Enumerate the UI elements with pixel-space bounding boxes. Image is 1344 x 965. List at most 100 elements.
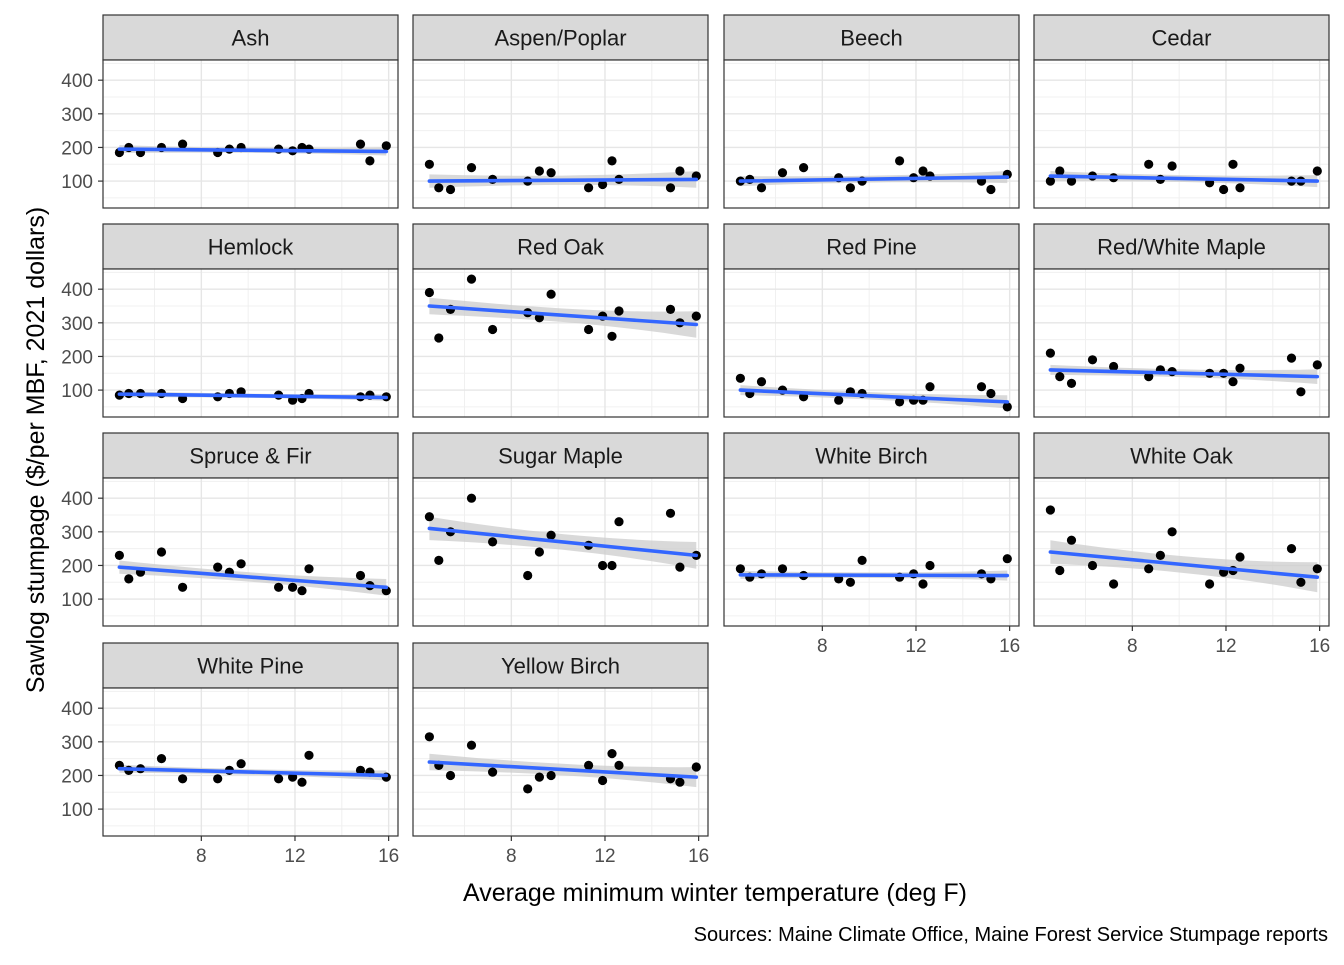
y-tick-label: 400 [61,489,93,510]
facet-strip [723,14,1020,61]
panel-white-oak: White Oak 8 12 16 [1033,432,1330,657]
facet-strip [102,14,399,61]
facet-strip [1033,432,1330,479]
y-tick-label: 300 [61,314,93,335]
facet-strip [412,223,709,270]
panel-border [1033,477,1330,627]
data-point [857,555,867,566]
panel-border [412,687,709,837]
data-point [1066,535,1077,545]
data-point [1296,387,1306,397]
data-point [424,732,434,742]
data-point [691,762,701,772]
data-point [178,582,188,592]
facet-label: Red Pine [826,235,917,260]
panel-background [103,60,398,208]
data-point [114,550,124,561]
data-point [799,163,809,173]
data-point [523,570,533,581]
data-point [236,759,246,769]
data-point [584,760,594,771]
data-point [1312,166,1322,176]
data-point [355,765,366,776]
data-point [1055,166,1065,176]
panel-background [103,688,398,836]
facet-label: Aspen/Poplar [494,26,626,51]
data-point [1144,159,1154,169]
facet-strip [102,642,399,689]
data-point [925,382,935,392]
panel-background [103,478,398,626]
panel-red-white-maple: Red/White Maple [1033,223,1330,418]
panel-hemlock: Hemlock 100 200 300 400 [61,223,399,418]
data-point [488,767,498,777]
data-point [424,159,434,169]
data-point [834,395,844,405]
data-point [777,168,788,178]
data-point [355,139,366,149]
y-tick-label: 200 [61,138,93,159]
data-point [735,564,746,574]
data-point [304,564,314,574]
panel-border [1033,59,1330,209]
trend-line [738,175,1010,183]
data-point [598,775,608,786]
data-point [1205,579,1215,589]
data-point [466,163,477,173]
data-point [466,740,477,750]
data-point [675,777,685,787]
data-point [434,183,444,193]
data-point [274,582,284,592]
y-tick-label: 400 [61,699,93,720]
y-tick-label: 100 [61,172,93,193]
data-point [584,183,594,193]
panel-red-oak: Red Oak [412,223,709,418]
data-point [1228,159,1238,169]
data-point [675,562,685,572]
data-point [1235,552,1245,562]
data-point [466,493,477,503]
y-axis-title: Sawlog stumpage ($/per MBF, 2021 dollars… [22,207,50,693]
data-point [424,287,434,298]
data-point [777,564,788,574]
y-tick-label: 300 [61,523,93,544]
panel-background [724,60,1019,208]
x-tick-label: 8 [506,846,517,867]
y-tick-label: 400 [61,280,93,301]
data-point [1144,564,1154,574]
data-point [607,749,617,759]
panel-border [723,268,1020,418]
panel-border [412,477,709,627]
trend-line [427,304,699,327]
trend-line [427,526,699,558]
data-point [1066,176,1077,186]
facet-label: Ash [232,26,270,51]
data-point [691,311,701,321]
facet-label: White Birch [815,444,927,469]
chart-caption: Sources: Maine Climate Office, Maine For… [694,924,1328,946]
data-point [1045,348,1055,358]
facet-strip [723,223,1020,270]
data-point [434,555,444,566]
data-point [466,274,477,284]
data-point [1109,579,1119,589]
y-tick-label: 300 [61,105,93,126]
data-point [1087,560,1098,571]
data-point [213,562,223,572]
facet-label: White Oak [1130,444,1234,469]
data-point [424,512,434,522]
data-point [534,547,545,557]
trend-line [738,388,1010,404]
facet-strip [102,432,399,479]
data-point [523,784,533,794]
data-point [124,574,134,584]
facet-label: Red Oak [517,235,605,260]
y-tick-label: 100 [61,800,93,821]
panel-sugar-maple: Sugar Maple [412,432,709,627]
y-tick-label: 100 [61,381,93,402]
y-tick-label: 200 [61,556,93,577]
trend-line [427,760,699,779]
panel-border [723,59,1020,209]
data-point [986,388,996,399]
data-point [614,517,624,527]
